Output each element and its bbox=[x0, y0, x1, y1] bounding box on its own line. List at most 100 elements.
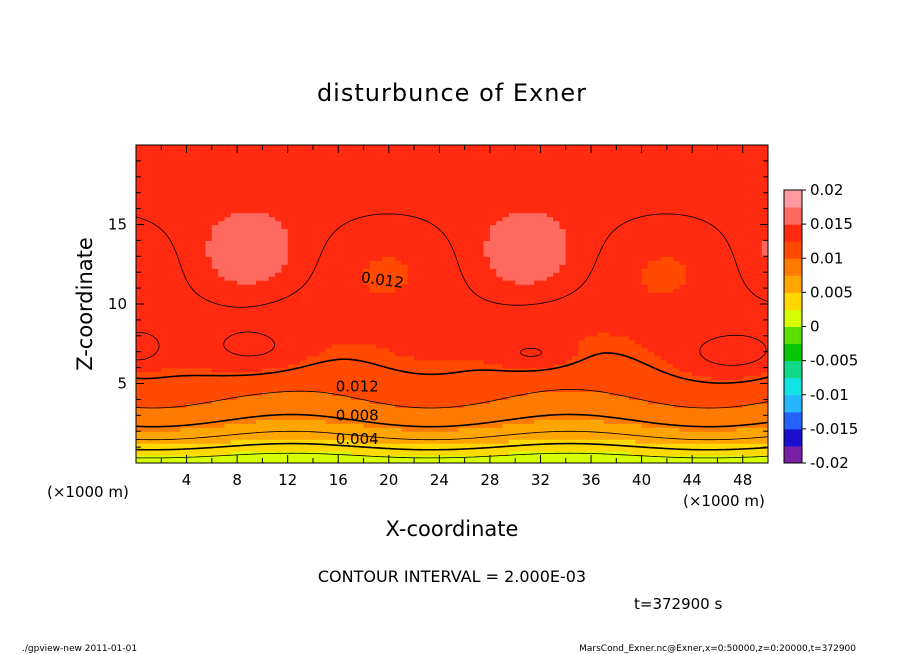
contour-cell bbox=[230, 371, 238, 377]
contour-cell bbox=[502, 200, 510, 206]
contour-cell bbox=[521, 343, 529, 349]
contour-cell bbox=[521, 200, 529, 206]
contour-cell bbox=[515, 423, 523, 428]
contour-cell bbox=[502, 272, 510, 277]
contour-cell bbox=[136, 435, 143, 440]
contour-cell bbox=[439, 307, 447, 313]
contour-cell bbox=[148, 276, 156, 281]
contour-cell bbox=[357, 228, 365, 234]
contour-cell bbox=[401, 240, 409, 245]
contour-cell bbox=[527, 419, 535, 424]
contour-cell bbox=[395, 383, 403, 389]
contour-cell bbox=[338, 296, 346, 301]
contour-cell bbox=[243, 307, 251, 313]
contour-cell bbox=[142, 435, 150, 440]
contour-cell bbox=[136, 176, 143, 182]
contour-cell bbox=[369, 244, 377, 249]
contour-cell bbox=[464, 240, 472, 245]
contour-cell bbox=[180, 311, 188, 317]
contour-cell bbox=[527, 331, 535, 337]
contour-cell bbox=[489, 168, 497, 174]
contour-cell bbox=[508, 180, 516, 186]
contour-cell bbox=[218, 236, 226, 241]
contour-cell bbox=[224, 192, 232, 198]
contour-cell bbox=[167, 327, 175, 333]
contour-cell bbox=[306, 148, 314, 154]
contour-cell bbox=[376, 296, 384, 301]
contour-cell bbox=[426, 200, 434, 206]
contour-cell bbox=[401, 315, 409, 321]
contour-cell bbox=[192, 272, 200, 277]
contour-cell bbox=[319, 288, 327, 293]
contour-cell bbox=[211, 359, 219, 365]
contour-cell bbox=[350, 439, 358, 444]
contour-cell bbox=[508, 311, 516, 317]
contour-cell bbox=[218, 423, 226, 428]
contour-cell bbox=[445, 387, 453, 393]
contour-cell bbox=[331, 184, 339, 190]
contour-cell bbox=[319, 363, 327, 369]
contour-cell bbox=[243, 407, 251, 412]
contour-cell bbox=[186, 399, 194, 404]
contour-cell bbox=[148, 145, 156, 150]
contour-cell bbox=[515, 347, 523, 353]
contour-cell bbox=[230, 455, 238, 460]
contour-cell bbox=[148, 164, 156, 170]
contour-cell bbox=[262, 319, 270, 325]
contour-cell bbox=[262, 168, 270, 174]
contour-cell bbox=[414, 323, 421, 329]
contour-cell bbox=[180, 319, 188, 325]
contour-cell bbox=[433, 407, 440, 412]
contour-cell bbox=[319, 311, 327, 317]
contour-cell bbox=[262, 292, 270, 297]
contour-cell bbox=[268, 403, 276, 408]
contour-cell bbox=[249, 156, 257, 162]
contour-cell bbox=[218, 375, 226, 381]
contour-cell bbox=[433, 323, 440, 329]
contour-cell bbox=[414, 204, 421, 210]
contour-cell bbox=[350, 272, 358, 277]
contour-cell bbox=[331, 204, 339, 210]
contour-cell bbox=[344, 371, 352, 377]
contour-cell bbox=[414, 188, 421, 194]
contour-cell bbox=[452, 451, 459, 456]
contour-cell bbox=[287, 244, 295, 249]
contour-cell bbox=[186, 288, 194, 293]
contour-cell bbox=[420, 383, 428, 389]
contour-cell bbox=[237, 319, 245, 325]
contour-cell bbox=[452, 196, 459, 202]
contour-cell bbox=[458, 415, 466, 420]
contour-cell bbox=[180, 236, 188, 241]
contour-cell bbox=[275, 284, 282, 289]
contour-cell bbox=[414, 272, 421, 277]
contour-cell bbox=[508, 152, 516, 158]
contour-cell bbox=[433, 311, 440, 317]
contour-cell bbox=[464, 252, 472, 257]
contour-cell bbox=[154, 196, 162, 202]
contour-cell bbox=[268, 224, 276, 230]
contour-cell bbox=[350, 335, 358, 341]
contour-cell bbox=[136, 383, 143, 389]
contour-cell bbox=[256, 451, 263, 456]
contour-cell bbox=[173, 411, 181, 416]
contour-cell bbox=[369, 323, 377, 329]
contour-cell bbox=[521, 188, 529, 194]
contour-cell bbox=[300, 148, 308, 154]
contour-cell bbox=[211, 252, 219, 257]
contour-cell bbox=[136, 208, 143, 214]
contour-cell bbox=[211, 180, 219, 186]
contour-cell bbox=[199, 307, 207, 313]
contour-cell bbox=[414, 192, 421, 198]
contour-cell bbox=[477, 240, 485, 245]
contour-cell bbox=[527, 371, 535, 377]
contour-cell bbox=[338, 391, 346, 397]
contour-cell bbox=[331, 319, 339, 325]
contour-cell bbox=[249, 327, 257, 333]
contour-cell bbox=[350, 447, 358, 452]
contour-cell bbox=[237, 276, 245, 281]
contour-cell bbox=[445, 311, 453, 317]
contour-cell bbox=[464, 184, 472, 190]
contour-cell bbox=[508, 411, 516, 416]
contour-cell bbox=[452, 148, 459, 154]
contour-cell bbox=[287, 335, 295, 341]
